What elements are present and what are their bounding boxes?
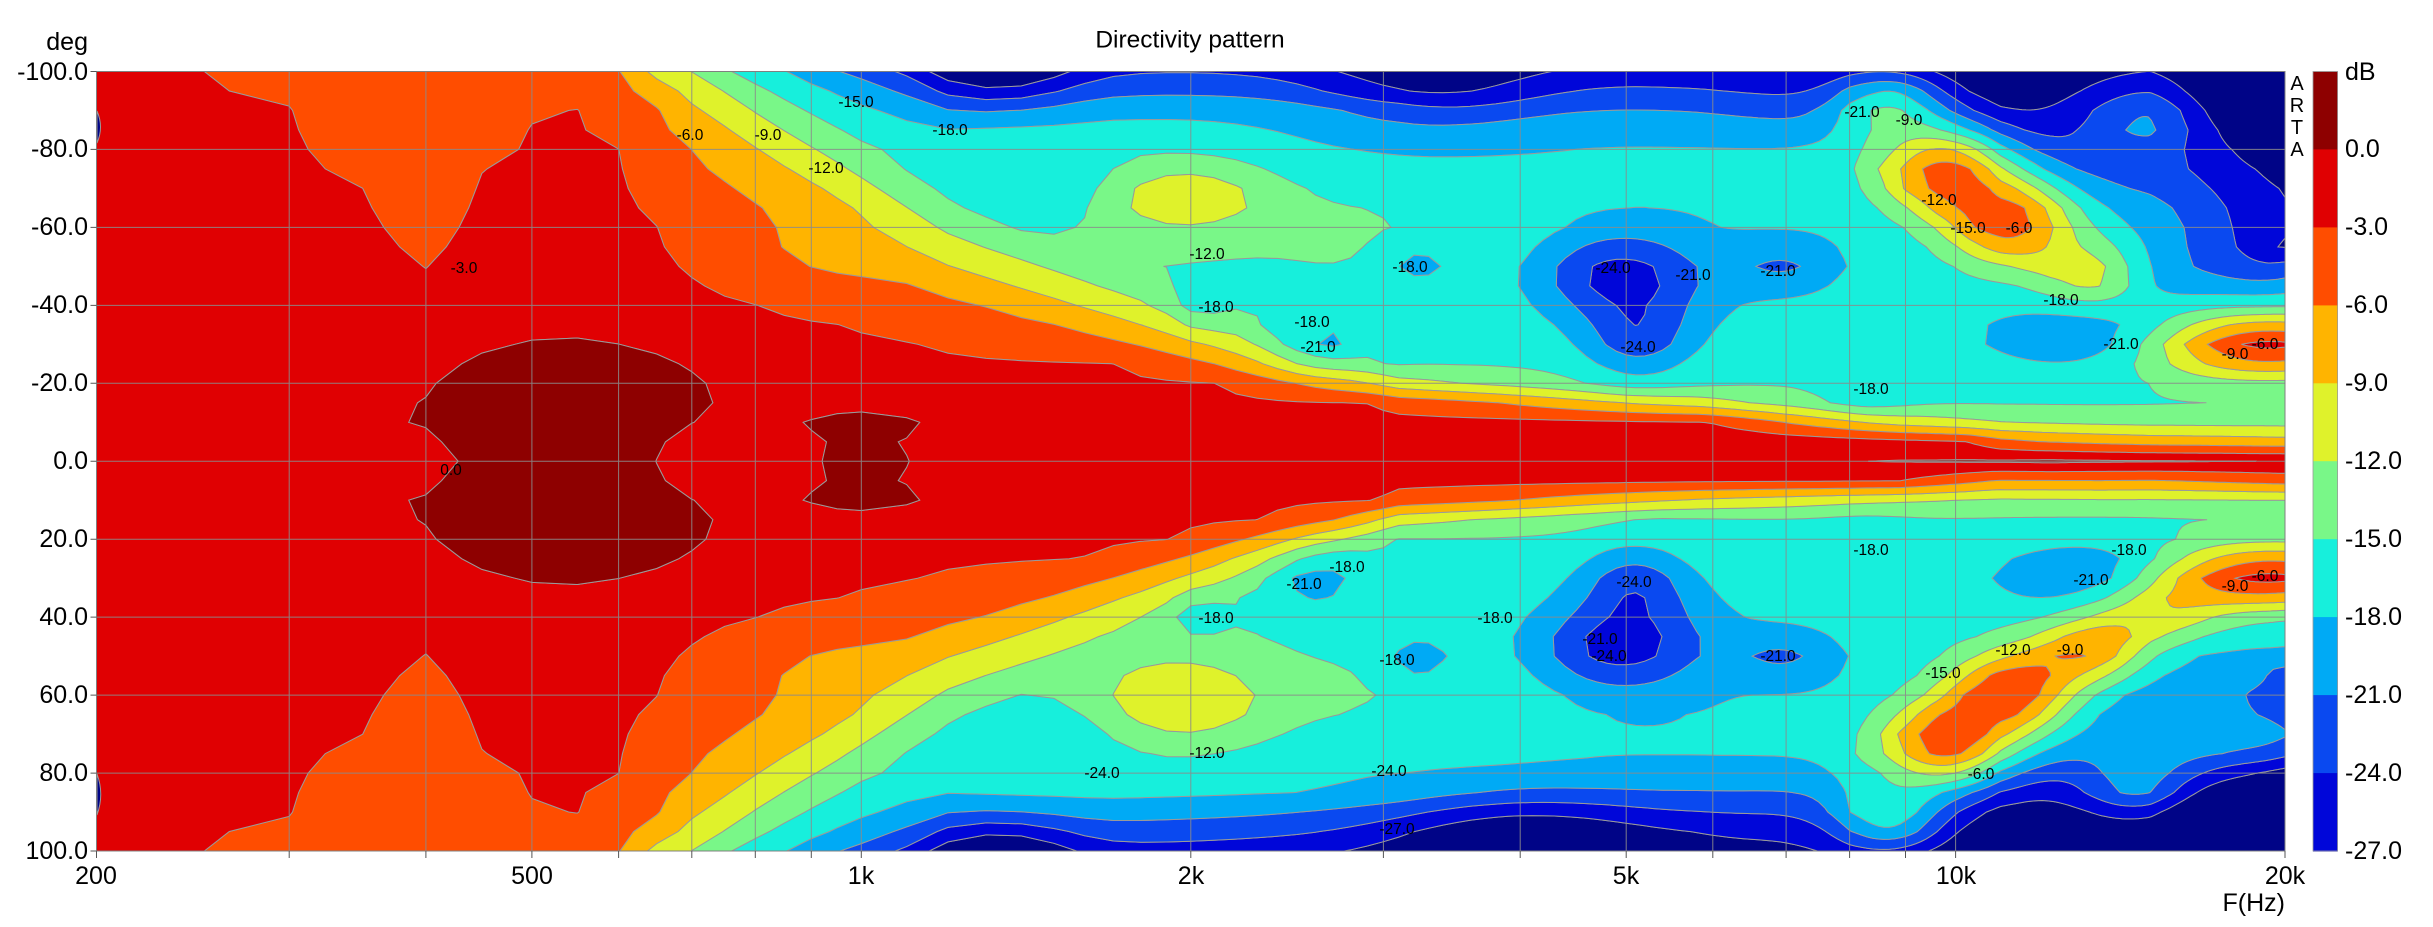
svg-text:-6.0: -6.0: [2252, 568, 2279, 585]
svg-text:-12.0: -12.0: [2345, 447, 2402, 475]
svg-text:-24.0: -24.0: [1620, 339, 1656, 356]
svg-text:-18.0: -18.0: [1198, 610, 1234, 627]
svg-text:-9.0: -9.0: [1896, 112, 1923, 129]
svg-text:-21.0: -21.0: [1844, 104, 1880, 121]
svg-text:-18.0: -18.0: [1329, 559, 1365, 576]
svg-text:-27.0: -27.0: [2345, 837, 2402, 865]
svg-text:deg: deg: [46, 28, 88, 56]
svg-text:-9.0: -9.0: [755, 127, 782, 144]
svg-text:10k: 10k: [1936, 862, 1977, 890]
svg-text:-12.0: -12.0: [1189, 745, 1225, 762]
svg-text:-24.0: -24.0: [1084, 765, 1120, 782]
svg-text:-6.0: -6.0: [2006, 220, 2033, 237]
svg-text:-27.0: -27.0: [1379, 821, 1415, 838]
svg-text:T: T: [2291, 117, 2303, 139]
svg-text:-20.0: -20.0: [31, 369, 88, 397]
svg-text:-21.0: -21.0: [2103, 336, 2139, 353]
svg-text:-100.0: -100.0: [17, 58, 88, 86]
svg-text:-6.0: -6.0: [1968, 766, 1995, 783]
svg-text:20.0: 20.0: [39, 525, 88, 553]
svg-text:-12.0: -12.0: [1995, 642, 2031, 659]
svg-text:-6.0: -6.0: [677, 127, 704, 144]
svg-text:200: 200: [75, 862, 117, 890]
svg-text:2k: 2k: [1178, 862, 1205, 890]
svg-text:-12.0: -12.0: [1189, 246, 1225, 263]
svg-text:-18.0: -18.0: [1294, 314, 1330, 331]
svg-text:-21.0: -21.0: [1582, 631, 1618, 648]
svg-text:R: R: [2290, 95, 2304, 117]
svg-text:Directivity pattern: Directivity pattern: [1095, 27, 1284, 54]
svg-text:-60.0: -60.0: [31, 213, 88, 241]
svg-text:-18.0: -18.0: [1853, 381, 1889, 398]
svg-text:-12.0: -12.0: [808, 160, 844, 177]
svg-text:100.0: 100.0: [25, 837, 88, 865]
svg-text:-40.0: -40.0: [31, 291, 88, 319]
svg-text:A: A: [2290, 73, 2304, 95]
svg-text:-18.0: -18.0: [1198, 299, 1234, 316]
svg-text:-80.0: -80.0: [31, 135, 88, 163]
svg-text:500: 500: [511, 862, 553, 890]
svg-text:-9.0: -9.0: [2222, 578, 2249, 595]
svg-text:-24.0: -24.0: [2345, 759, 2402, 787]
svg-text:5k: 5k: [1613, 862, 1640, 890]
svg-text:-21.0: -21.0: [2345, 681, 2402, 709]
svg-text:-24.0: -24.0: [1371, 763, 1407, 780]
svg-text:0.0: 0.0: [440, 462, 462, 479]
svg-text:1k: 1k: [848, 862, 875, 890]
svg-text:-18.0: -18.0: [1379, 652, 1415, 669]
svg-text:-9.0: -9.0: [2057, 642, 2084, 659]
svg-text:-18.0: -18.0: [2111, 542, 2147, 559]
svg-text:-24.0: -24.0: [1616, 574, 1652, 591]
svg-text:20k: 20k: [2265, 862, 2306, 890]
svg-text:80.0: 80.0: [39, 759, 88, 787]
svg-text:-6.0: -6.0: [2252, 336, 2279, 353]
svg-text:-6.0: -6.0: [2345, 291, 2388, 319]
svg-text:-18.0: -18.0: [1853, 542, 1889, 559]
svg-text:-18.0: -18.0: [2043, 292, 2079, 309]
svg-text:-9.0: -9.0: [2222, 346, 2249, 363]
svg-text:-21.0: -21.0: [1760, 648, 1796, 665]
svg-text:-15.0: -15.0: [838, 94, 874, 111]
svg-text:-24.0: -24.0: [1595, 260, 1631, 277]
svg-text:-12.0: -12.0: [1921, 192, 1957, 209]
svg-text:0.0: 0.0: [2345, 135, 2380, 163]
svg-text:-21.0: -21.0: [1286, 576, 1322, 593]
svg-text:-3.0: -3.0: [451, 260, 478, 277]
svg-text:-21.0: -21.0: [1675, 267, 1711, 284]
svg-text:-21.0: -21.0: [2073, 572, 2109, 589]
svg-text:-18.0: -18.0: [1392, 259, 1428, 276]
svg-text:-15.0: -15.0: [1950, 220, 1986, 237]
svg-text:-15.0: -15.0: [1925, 665, 1961, 682]
svg-text:60.0: 60.0: [39, 681, 88, 709]
svg-text:-21.0: -21.0: [1300, 339, 1336, 356]
svg-text:-24.0: -24.0: [1591, 648, 1627, 665]
svg-text:-18.0: -18.0: [1477, 610, 1513, 627]
svg-text:-18.0: -18.0: [2345, 603, 2402, 631]
svg-text:dB: dB: [2345, 58, 2376, 86]
svg-text:40.0: 40.0: [39, 603, 88, 631]
svg-text:-18.0: -18.0: [932, 122, 968, 139]
svg-text:-15.0: -15.0: [2345, 525, 2402, 553]
svg-text:-3.0: -3.0: [2345, 213, 2388, 241]
svg-text:0.0: 0.0: [53, 447, 88, 475]
svg-text:-21.0: -21.0: [1760, 263, 1796, 280]
svg-text:A: A: [2290, 139, 2304, 161]
svg-text:-9.0: -9.0: [2345, 369, 2388, 397]
svg-text:F(Hz): F(Hz): [2223, 889, 2285, 917]
